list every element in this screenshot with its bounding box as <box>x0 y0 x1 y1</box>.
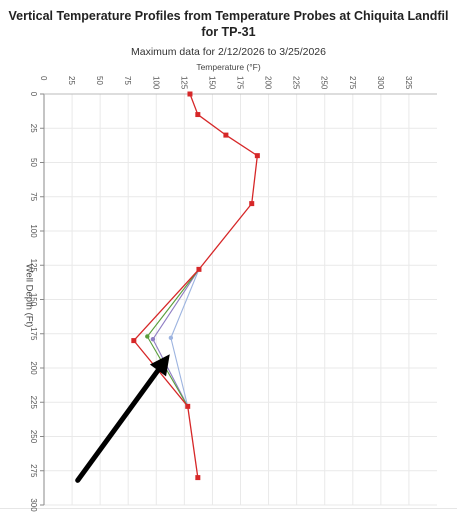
y-tick-label: 175 <box>29 327 38 341</box>
data-point <box>254 153 260 159</box>
x-tick-label: 175 <box>236 76 245 90</box>
chart-title: Vertical Temperature Profiles from Tempe… <box>0 8 457 40</box>
x-tick-label: 0 <box>39 76 48 81</box>
grid-lines <box>43 93 437 506</box>
y-tick-label: 250 <box>29 430 38 444</box>
x-tick-label: 225 <box>292 76 301 90</box>
y-tick-label: 275 <box>29 464 38 478</box>
data-point <box>249 201 255 207</box>
y-tick-label: 100 <box>29 224 38 238</box>
y-tick-label: 200 <box>29 361 38 375</box>
x-tick-label: 325 <box>404 76 413 90</box>
data-point <box>145 334 150 339</box>
annotation-arrow-head <box>149 354 170 377</box>
x-axis-label: Temperature (°F) <box>196 62 261 72</box>
x-tick-label: 275 <box>348 76 357 90</box>
annotation-arrow-shaft <box>75 367 161 483</box>
y-tick-label: 75 <box>29 192 38 201</box>
bottom-divider <box>0 508 457 509</box>
x-tick-label: 75 <box>123 76 132 85</box>
x-tick-label: 125 <box>179 76 188 90</box>
chart-subtitle: Maximum data for 2/12/2026 to 3/25/2026 <box>131 46 326 58</box>
data-point <box>131 338 137 344</box>
data-point <box>195 475 201 481</box>
y-tick-label: 150 <box>29 293 38 307</box>
x-tick-label: 25 <box>67 76 76 85</box>
x-tick-label: 100 <box>151 76 160 90</box>
data-point <box>185 403 191 409</box>
y-tick-label: 300 <box>29 498 38 512</box>
x-tick-label: 250 <box>320 76 329 90</box>
data-point <box>168 335 174 341</box>
data-point <box>195 112 201 118</box>
x-tick-label: 300 <box>376 76 385 90</box>
chart-title-line-2: for TP-31 <box>201 25 256 39</box>
y-tick-label: 125 <box>29 259 38 273</box>
chart-title-line-1: Vertical Temperature Profiles from Tempe… <box>8 9 449 23</box>
data-point <box>150 337 156 342</box>
series-lines <box>133 93 258 478</box>
data-point <box>223 132 229 138</box>
axes: 0 25 50 75 100 125 150 175 200 225 250 275 300 325 0 25… <box>29 76 437 512</box>
series-line <box>146 269 200 407</box>
x-tick-label: 200 <box>264 76 273 90</box>
series-markers <box>131 91 260 481</box>
y-tick-label: 50 <box>29 158 38 167</box>
annotation-arrow-group <box>75 354 170 483</box>
data-point <box>196 266 202 272</box>
y-tick-label: 225 <box>29 396 38 410</box>
x-tick-label: 150 <box>207 76 216 90</box>
y-tick-label: 25 <box>29 124 38 133</box>
data-point <box>187 91 193 97</box>
series-line <box>133 93 258 478</box>
x-tick-label: 50 <box>95 76 104 85</box>
y-tick-label: 0 <box>29 92 38 97</box>
